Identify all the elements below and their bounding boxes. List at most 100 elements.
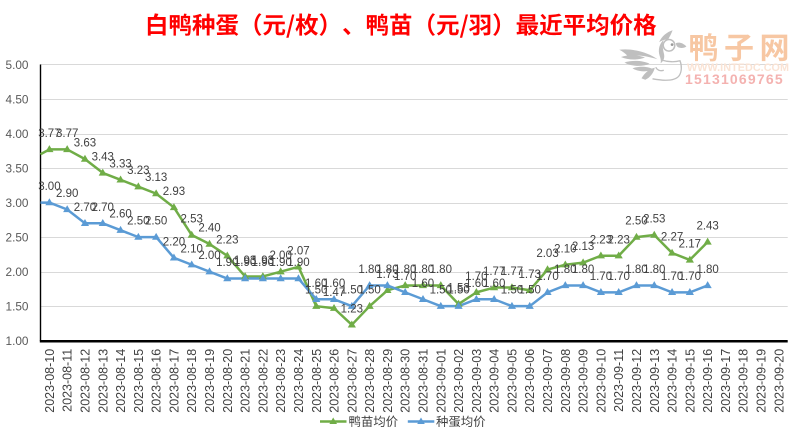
svg-text:2.53: 2.53 bbox=[181, 214, 203, 226]
svg-text:2.00: 2.00 bbox=[269, 250, 291, 262]
svg-text:2023-09-09: 2023-09-09 bbox=[577, 349, 591, 413]
svg-text:1.50: 1.50 bbox=[519, 285, 541, 297]
svg-text:3.43: 3.43 bbox=[92, 151, 114, 163]
svg-text:1.77: 1.77 bbox=[501, 266, 523, 278]
svg-text:2023-08-24: 2023-08-24 bbox=[292, 349, 306, 413]
svg-text:15131069765: 15131069765 bbox=[685, 71, 784, 87]
svg-text:1.60: 1.60 bbox=[305, 278, 327, 290]
svg-text:2.17: 2.17 bbox=[679, 238, 701, 250]
svg-text:2023-09-18: 2023-09-18 bbox=[737, 349, 751, 413]
svg-text:2.27: 2.27 bbox=[661, 232, 683, 244]
svg-text:2.93: 2.93 bbox=[163, 186, 185, 198]
svg-text:2023-09-04: 2023-09-04 bbox=[488, 349, 502, 413]
svg-text:1.90: 1.90 bbox=[234, 257, 256, 269]
svg-text:1.73: 1.73 bbox=[376, 269, 398, 281]
svg-text:3.50: 3.50 bbox=[6, 162, 29, 176]
svg-text:2023-08-11: 2023-08-11 bbox=[61, 349, 75, 412]
svg-text:1.80: 1.80 bbox=[376, 264, 398, 276]
svg-text:2023-08-26: 2023-08-26 bbox=[328, 349, 342, 413]
svg-text:2023-08-17: 2023-08-17 bbox=[167, 349, 181, 413]
svg-text:2023-08-14: 2023-08-14 bbox=[114, 349, 128, 413]
svg-text:2023-09-15: 2023-09-15 bbox=[683, 349, 697, 413]
svg-text:2.23: 2.23 bbox=[216, 234, 238, 246]
svg-text:2023-08-16: 2023-08-16 bbox=[150, 349, 164, 413]
svg-text:2.10: 2.10 bbox=[554, 243, 576, 255]
svg-text:1.50: 1.50 bbox=[6, 300, 29, 314]
svg-text:2.60: 2.60 bbox=[109, 209, 131, 221]
svg-text:3.00: 3.00 bbox=[38, 181, 60, 193]
svg-text:2023-08-10: 2023-08-10 bbox=[43, 349, 57, 413]
svg-text:WWW.INTEDC.COM: WWW.INTEDC.COM bbox=[687, 62, 789, 74]
svg-text:2.50: 2.50 bbox=[625, 216, 647, 228]
svg-text:1.90: 1.90 bbox=[252, 257, 274, 269]
svg-text:1.50: 1.50 bbox=[447, 285, 469, 297]
svg-text:2023-09-08: 2023-09-08 bbox=[559, 349, 573, 413]
svg-text:2.43: 2.43 bbox=[696, 220, 718, 232]
svg-text:2023-08-15: 2023-08-15 bbox=[132, 349, 146, 413]
svg-text:2023-08-28: 2023-08-28 bbox=[363, 349, 377, 413]
svg-text:2023-08-12: 2023-08-12 bbox=[78, 349, 92, 413]
svg-text:1.80: 1.80 bbox=[412, 264, 434, 276]
svg-text:1.60: 1.60 bbox=[483, 278, 505, 290]
svg-text:3.77: 3.77 bbox=[38, 128, 60, 140]
svg-text:1.93: 1.93 bbox=[234, 255, 256, 267]
svg-text:3.13: 3.13 bbox=[145, 172, 167, 184]
svg-text:1.70: 1.70 bbox=[394, 271, 416, 283]
svg-text:5.00: 5.00 bbox=[6, 58, 29, 72]
svg-text:2023-08-20: 2023-08-20 bbox=[221, 349, 235, 413]
svg-text:2.90: 2.90 bbox=[56, 188, 78, 200]
svg-text:1.47: 1.47 bbox=[323, 287, 345, 299]
svg-text:1.70: 1.70 bbox=[679, 271, 701, 283]
svg-text:1.70: 1.70 bbox=[607, 271, 629, 283]
svg-text:1.70: 1.70 bbox=[536, 271, 558, 283]
svg-text:1.90: 1.90 bbox=[269, 257, 291, 269]
svg-text:1.50: 1.50 bbox=[358, 285, 380, 297]
svg-text:2.20: 2.20 bbox=[163, 236, 185, 248]
svg-text:2023-09-06: 2023-09-06 bbox=[523, 349, 537, 413]
svg-text:2023-08-30: 2023-08-30 bbox=[399, 349, 413, 413]
svg-text:2.00: 2.00 bbox=[6, 265, 29, 279]
svg-text:2.53: 2.53 bbox=[643, 214, 665, 226]
svg-text:1.70: 1.70 bbox=[661, 271, 683, 283]
svg-text:2.10: 2.10 bbox=[181, 243, 203, 255]
svg-text:1.80: 1.80 bbox=[430, 264, 452, 276]
svg-text:2.00: 2.00 bbox=[198, 250, 220, 262]
svg-text:1.80: 1.80 bbox=[643, 264, 665, 276]
svg-text:1.80: 1.80 bbox=[625, 264, 647, 276]
svg-text:2023-09-12: 2023-09-12 bbox=[630, 349, 644, 413]
svg-text:1.93: 1.93 bbox=[252, 255, 274, 267]
svg-text:3.77: 3.77 bbox=[56, 128, 78, 140]
svg-text:1.73: 1.73 bbox=[519, 269, 541, 281]
svg-text:2.03: 2.03 bbox=[536, 248, 558, 260]
svg-text:2023-09-17: 2023-09-17 bbox=[719, 349, 733, 413]
svg-text:2023-09-13: 2023-09-13 bbox=[648, 349, 662, 413]
svg-text:1.90: 1.90 bbox=[287, 257, 309, 269]
svg-text:2.40: 2.40 bbox=[198, 223, 220, 235]
svg-text:2023-09-20: 2023-09-20 bbox=[772, 349, 786, 413]
svg-text:2023-08-31: 2023-08-31 bbox=[417, 349, 431, 413]
svg-text:3.00: 3.00 bbox=[6, 196, 29, 210]
svg-text:2.70: 2.70 bbox=[74, 202, 96, 214]
svg-text:2023-08-19: 2023-08-19 bbox=[203, 349, 217, 413]
svg-text:1.80: 1.80 bbox=[394, 264, 416, 276]
svg-text:1.90: 1.90 bbox=[216, 257, 238, 269]
svg-text:2023-08-18: 2023-08-18 bbox=[185, 349, 199, 413]
svg-text:2.50: 2.50 bbox=[6, 231, 29, 245]
svg-text:2023-09-11: 2023-09-11 bbox=[612, 349, 626, 412]
svg-text:2023-09-14: 2023-09-14 bbox=[666, 349, 680, 413]
svg-text:2.50: 2.50 bbox=[145, 216, 167, 228]
svg-text:2.13: 2.13 bbox=[572, 241, 594, 253]
svg-text:2023-09-19: 2023-09-19 bbox=[755, 349, 769, 413]
svg-text:2.70: 2.70 bbox=[92, 202, 114, 214]
svg-text:3.23: 3.23 bbox=[127, 165, 149, 177]
svg-text:2023-09-16: 2023-09-16 bbox=[701, 349, 715, 413]
svg-text:4.00: 4.00 bbox=[6, 127, 29, 141]
svg-text:2023-08-23: 2023-08-23 bbox=[274, 349, 288, 413]
svg-text:2.50: 2.50 bbox=[127, 216, 149, 228]
svg-text:1.53: 1.53 bbox=[447, 283, 469, 295]
svg-text:1.70: 1.70 bbox=[465, 271, 487, 283]
svg-text:1.50: 1.50 bbox=[341, 285, 363, 297]
svg-text:1.23: 1.23 bbox=[341, 303, 363, 315]
svg-text:2023-08-25: 2023-08-25 bbox=[310, 349, 324, 413]
svg-text:1.70: 1.70 bbox=[590, 271, 612, 283]
